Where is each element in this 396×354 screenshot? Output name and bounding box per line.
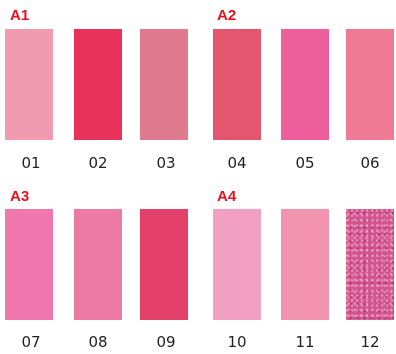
color-swatch-06 [346, 29, 394, 140]
group-label-a4: A4 [217, 188, 237, 205]
swatch-number-10: 10 [227, 333, 247, 351]
color-swatch-09 [140, 209, 188, 320]
color-swatch-12 [346, 209, 394, 320]
swatch-number-07: 07 [21, 333, 41, 351]
color-swatch-04 [213, 29, 261, 140]
color-swatch-03 [140, 29, 188, 140]
swatch-number-09: 09 [156, 333, 176, 351]
swatch-number-04: 04 [227, 154, 247, 172]
color-swatch-01 [5, 29, 53, 140]
swatch-number-03: 03 [156, 154, 176, 172]
color-swatch-11 [281, 209, 329, 320]
swatch-number-06: 06 [360, 154, 380, 172]
swatch-number-08: 08 [88, 333, 108, 351]
swatch-number-02: 02 [88, 154, 108, 172]
group-label-a2: A2 [217, 7, 237, 24]
swatch-number-12: 12 [360, 333, 380, 351]
color-swatch-08 [74, 209, 122, 320]
swatch-number-01: 01 [21, 154, 41, 172]
swatch-number-11: 11 [295, 333, 315, 351]
color-swatch-10 [213, 209, 261, 320]
color-swatch-02 [74, 29, 122, 140]
color-swatch-05 [281, 29, 329, 140]
group-label-a1: A1 [10, 7, 30, 24]
group-label-a3: A3 [10, 188, 30, 205]
color-swatch-07 [5, 209, 53, 320]
swatch-number-05: 05 [295, 154, 315, 172]
